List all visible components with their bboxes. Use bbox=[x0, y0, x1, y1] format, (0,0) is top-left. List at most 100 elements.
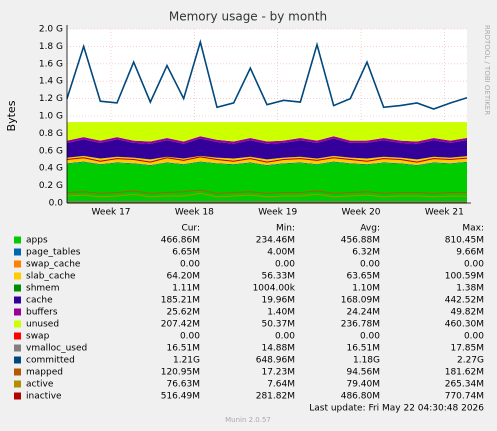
line bbox=[66, 189, 468, 194]
stat-value: 25.62M bbox=[166, 308, 200, 318]
version: Munin 2.0.57 bbox=[225, 416, 271, 424]
stat-value: 19.96M bbox=[261, 296, 295, 306]
legend-swatch bbox=[14, 236, 21, 244]
stat-value: 1.38M bbox=[456, 284, 484, 294]
legend-swatch bbox=[14, 260, 21, 268]
legend-label: cache bbox=[26, 296, 53, 306]
stat-value: 207.42M bbox=[161, 320, 200, 330]
stat-value: 1.10M bbox=[352, 284, 380, 294]
stat-value: 64.20M bbox=[166, 272, 200, 282]
y-tick-label: 0.2 G bbox=[39, 181, 63, 191]
y-tick-label: 2.0 G bbox=[39, 25, 63, 35]
line bbox=[66, 156, 468, 163]
stat-value: 24.24M bbox=[346, 308, 380, 318]
stats-header: Avg: bbox=[360, 224, 380, 234]
stat-value: 181.62M bbox=[445, 368, 484, 378]
stat-value: 16.51M bbox=[166, 344, 200, 354]
stats-header: Min: bbox=[276, 224, 295, 234]
stat-value: 810.45M bbox=[445, 236, 484, 246]
x-tick-label: Week 21 bbox=[425, 208, 464, 218]
stat-value: 0.00 bbox=[275, 332, 295, 342]
stat-value: 1004.00k bbox=[253, 284, 296, 294]
y-tick-label: 1.0 G bbox=[39, 112, 63, 122]
stat-value: 0.00 bbox=[180, 260, 200, 270]
stat-value: 0.00 bbox=[464, 332, 484, 342]
legend-swatch bbox=[14, 272, 21, 280]
line bbox=[66, 39, 468, 110]
stats-header: Cur: bbox=[181, 224, 200, 234]
stat-value: 442.52M bbox=[445, 296, 484, 306]
legend-swatch bbox=[14, 344, 21, 352]
area bbox=[67, 122, 467, 142]
legend-label: slab_cache bbox=[26, 272, 76, 282]
stat-value: 234.46M bbox=[256, 236, 295, 246]
legend-label: active bbox=[26, 380, 54, 390]
area bbox=[67, 136, 467, 144]
x-tick-label: Week 19 bbox=[258, 208, 297, 218]
stat-value: 486.80M bbox=[341, 392, 380, 402]
stat-value: 7.64M bbox=[267, 380, 295, 390]
stat-value: 63.65M bbox=[346, 272, 380, 282]
stat-value: 94.56M bbox=[346, 368, 380, 378]
stat-value: 1.40M bbox=[267, 308, 295, 318]
stat-value: 648.96M bbox=[256, 356, 295, 366]
stat-value: 17.85M bbox=[450, 344, 484, 354]
stat-value: 460.30M bbox=[445, 320, 484, 330]
stats-header: Max: bbox=[462, 224, 484, 234]
legend-label: swap_cache bbox=[26, 260, 81, 270]
y-tick-label: 0.0 bbox=[49, 199, 64, 209]
stat-value: 466.86M bbox=[161, 236, 200, 246]
stat-value: 9.66M bbox=[456, 248, 484, 258]
y-tick-label: 1.2 G bbox=[39, 94, 63, 104]
stat-value: 2.27G bbox=[457, 356, 484, 366]
x-tick-label: Week 18 bbox=[175, 208, 214, 218]
stat-value: 1.11M bbox=[172, 284, 200, 294]
stat-value: 236.78M bbox=[341, 320, 380, 330]
legend-label: buffers bbox=[26, 308, 58, 318]
legend-label: committed bbox=[26, 356, 75, 366]
stat-value: 76.63M bbox=[166, 380, 200, 390]
stat-value: 0.00 bbox=[464, 260, 484, 270]
side-text: RRDTOOL / TOBI OETIKER bbox=[483, 25, 491, 115]
stat-value: 0.00 bbox=[360, 260, 380, 270]
stat-value: 6.32M bbox=[352, 248, 380, 258]
y-tick-label: 0.4 G bbox=[39, 164, 63, 174]
stat-value: 0.00 bbox=[360, 332, 380, 342]
legend-swatch bbox=[14, 392, 21, 400]
stat-value: 265.34M bbox=[445, 380, 484, 390]
x-tick-label: Week 20 bbox=[342, 208, 381, 218]
legend-swatch bbox=[14, 308, 21, 316]
stat-value: 1.18G bbox=[353, 356, 380, 366]
legend-swatch bbox=[14, 296, 21, 304]
chart-title: Memory usage - by month bbox=[169, 10, 327, 24]
legend-label: unused bbox=[26, 320, 59, 330]
legend-swatch bbox=[14, 320, 21, 328]
line bbox=[66, 192, 468, 198]
y-tick-label: 0.6 G bbox=[39, 146, 63, 156]
y-tick-label: 0.8 G bbox=[39, 129, 63, 139]
stat-value: 120.95M bbox=[161, 368, 200, 378]
stat-value: 516.49M bbox=[161, 392, 200, 402]
stat-value: 4.00M bbox=[267, 248, 295, 258]
stat-value: 1.21G bbox=[173, 356, 200, 366]
last-update: Last update: Fri May 22 04:30:48 2026 bbox=[309, 404, 484, 414]
legend-swatch bbox=[14, 332, 21, 340]
stat-value: 17.23M bbox=[261, 368, 295, 378]
stat-value: 6.65M bbox=[172, 248, 200, 258]
legend-swatch bbox=[14, 368, 21, 376]
stat-value: 185.21M bbox=[161, 296, 200, 306]
y-tick-label: 1.6 G bbox=[39, 59, 63, 69]
legend-label: swap bbox=[26, 332, 50, 342]
stat-value: 79.40M bbox=[346, 380, 380, 390]
x-tick-label: Week 17 bbox=[92, 208, 131, 218]
stat-value: 50.37M bbox=[261, 320, 295, 330]
y-tick-label: 1.4 G bbox=[39, 77, 63, 87]
legend-label: apps bbox=[26, 236, 48, 246]
legend-label: mapped bbox=[26, 368, 63, 378]
y-axis-label: Bytes bbox=[5, 100, 18, 131]
stat-value: 456.88M bbox=[341, 236, 380, 246]
stat-value: 14.88M bbox=[261, 344, 295, 354]
stat-value: 16.51M bbox=[346, 344, 380, 354]
area bbox=[67, 138, 467, 160]
